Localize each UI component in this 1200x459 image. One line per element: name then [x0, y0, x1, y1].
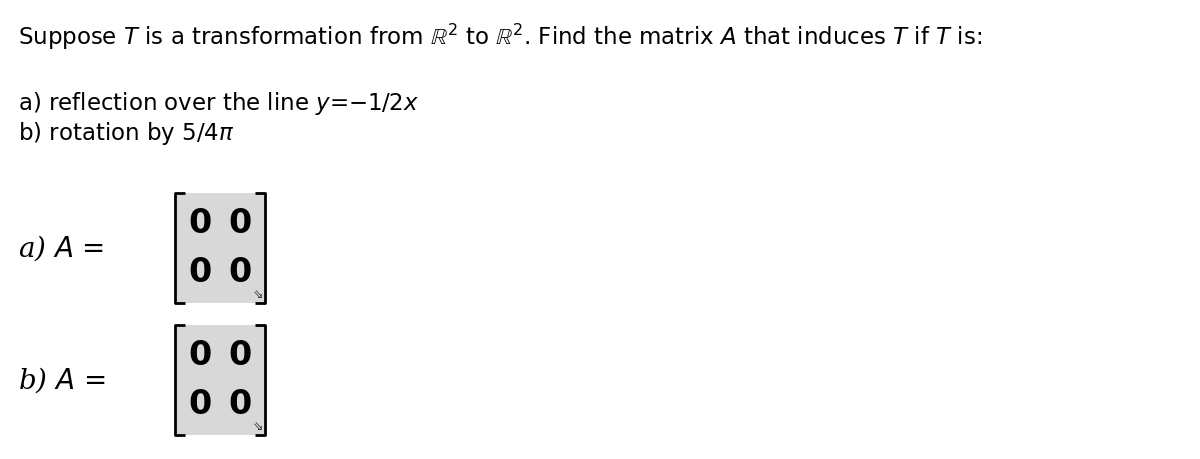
Text: 0: 0: [188, 207, 212, 241]
Text: 0: 0: [188, 339, 212, 372]
Text: b) rotation by 5/4$\pi$: b) rotation by 5/4$\pi$: [18, 120, 234, 147]
Text: 0: 0: [228, 388, 252, 421]
Text: ⇘: ⇘: [252, 288, 263, 301]
Text: 0: 0: [228, 339, 252, 372]
Text: 0: 0: [188, 256, 212, 289]
Text: a) $A$ =: a) $A$ =: [18, 233, 104, 263]
Text: a) reflection over the line $y$=−1/2$x$: a) reflection over the line $y$=−1/2$x$: [18, 90, 419, 117]
Text: 0: 0: [228, 256, 252, 289]
Text: 0: 0: [228, 207, 252, 241]
Bar: [175, 325, 265, 435]
Text: b) $A$ =: b) $A$ =: [18, 365, 106, 395]
Text: Suppose $T$ is a transformation from $\mathbb{R}^2$ to $\mathbb{R}^2$. Find the : Suppose $T$ is a transformation from $\m…: [18, 22, 982, 52]
Bar: [175, 193, 265, 303]
Text: 0: 0: [188, 388, 212, 421]
Text: ⇘: ⇘: [252, 420, 263, 433]
